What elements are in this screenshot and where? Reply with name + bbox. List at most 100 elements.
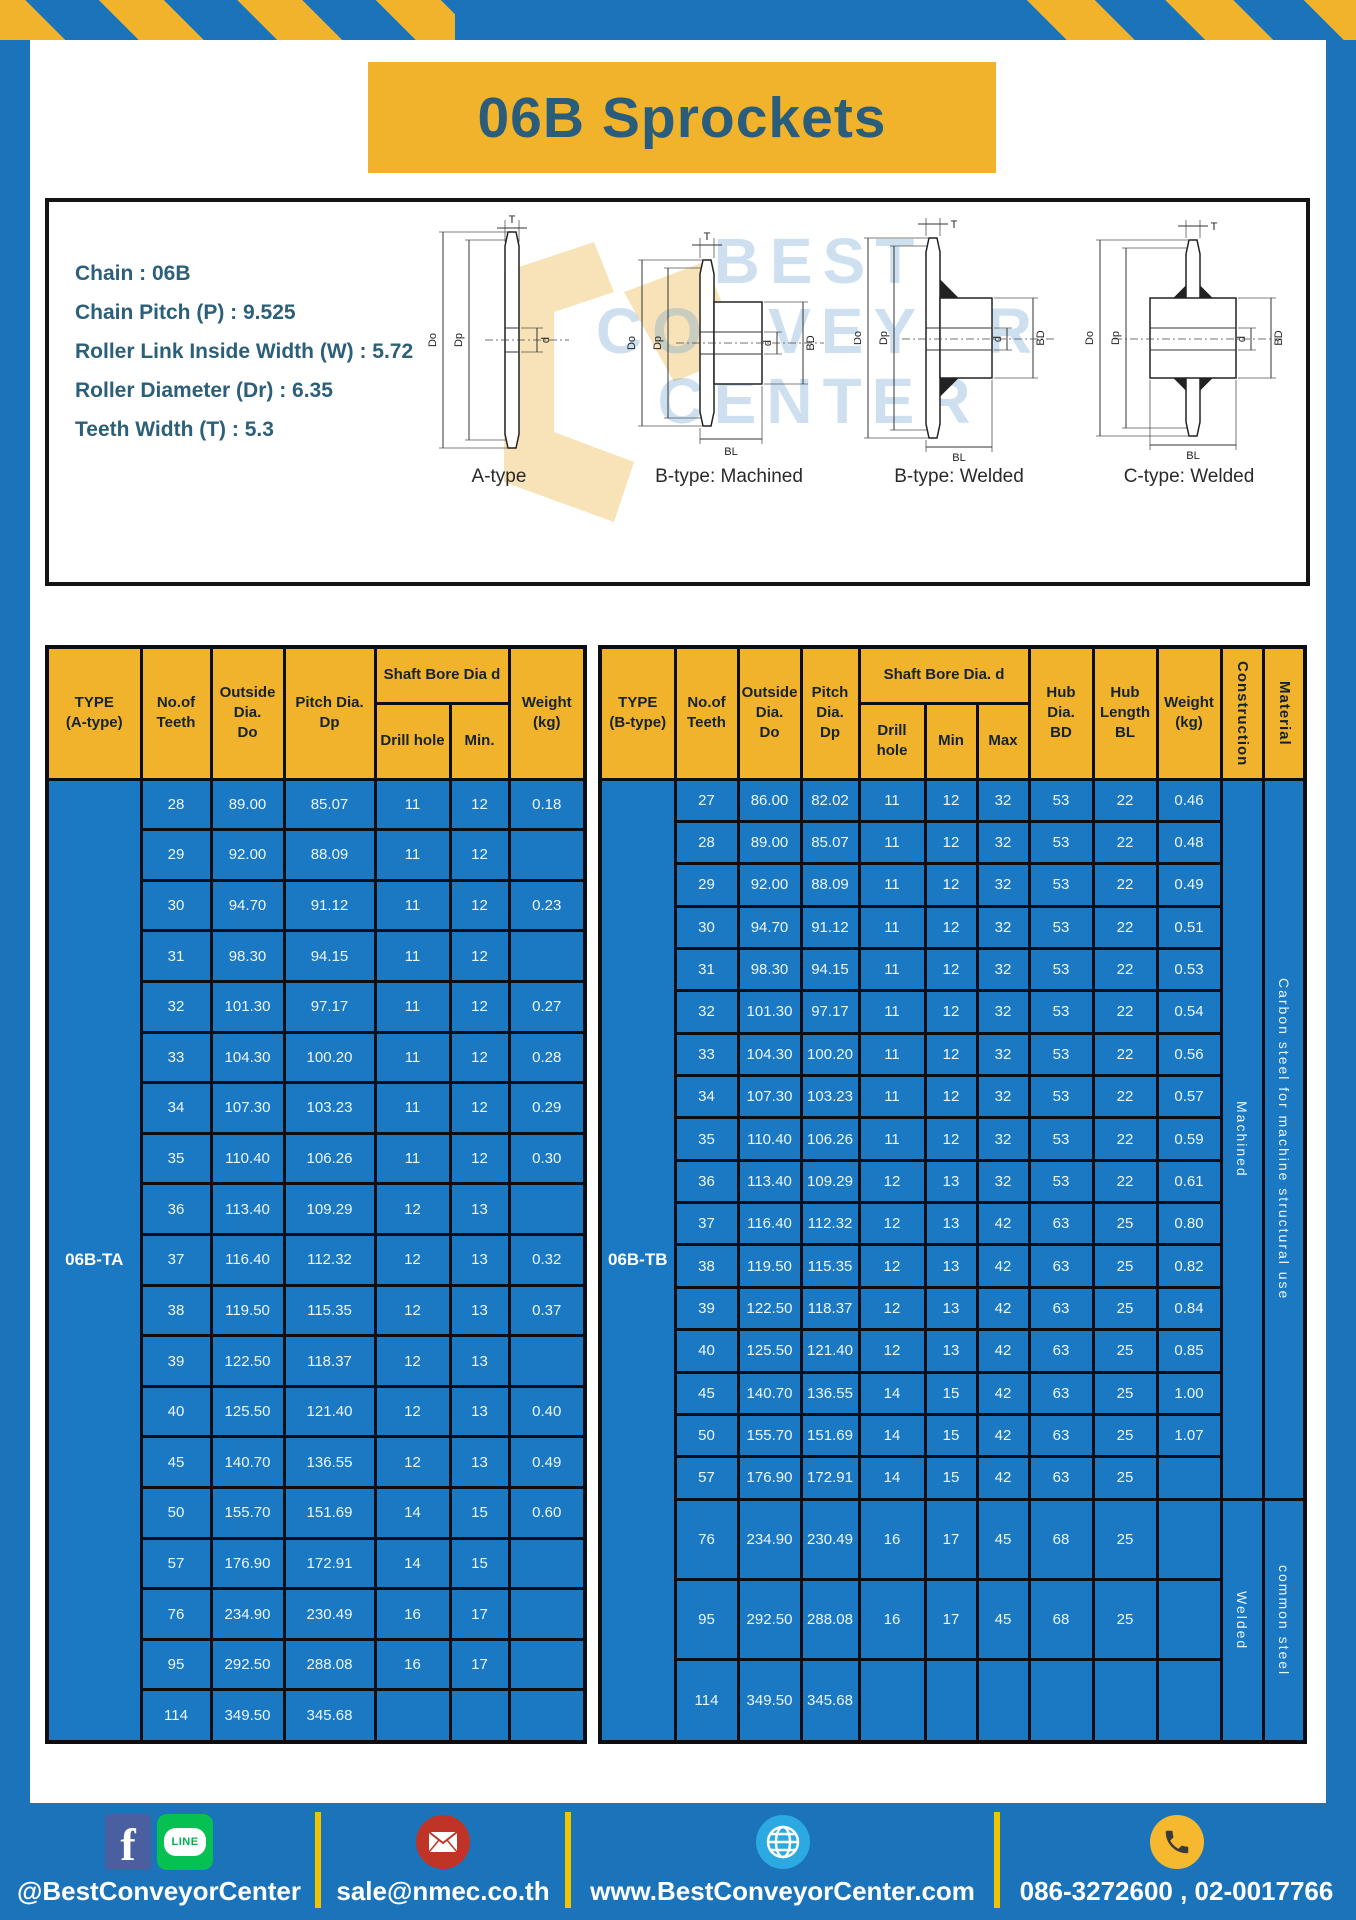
- table-cell: 11: [373, 929, 452, 983]
- footer-divider: [315, 1812, 321, 1908]
- table-cell: 25: [1091, 1243, 1159, 1289]
- table-cell: 98.30: [209, 929, 286, 983]
- diagram-caption: B-type: Welded: [894, 466, 1024, 487]
- table-cell: 14: [857, 1455, 927, 1501]
- table-cell: 76: [139, 1587, 213, 1641]
- svg-text:BL: BL: [724, 446, 737, 458]
- table-cell: 116.40: [209, 1232, 286, 1287]
- table-cell: 151.69: [282, 1486, 377, 1540]
- table-row: 38 119.50 115.35 12 13 0.37: [47, 1283, 587, 1338]
- spec-teeth-width: Teeth Width (T) : 5.3: [75, 418, 274, 441]
- svg-text:d: d: [1236, 336, 1248, 342]
- col-header-drill-hole: Drill hole: [373, 701, 452, 781]
- spec-info-box: BEST CONVEYOR CENTER Chain : 06B Chain P…: [45, 198, 1310, 586]
- table-cell: 88.09: [282, 828, 377, 882]
- table-cell: 113.40: [736, 1158, 803, 1205]
- table-cell: 136.55: [282, 1435, 377, 1490]
- table-cell: 37: [139, 1232, 213, 1287]
- col-header-shaft-bore: Shaft Bore Dia d: [373, 645, 511, 705]
- svg-text:Do: Do: [1084, 331, 1096, 345]
- table-cell: 104.30: [209, 1030, 286, 1085]
- table-cell: 234.90: [209, 1587, 286, 1641]
- table-cell: 32: [975, 989, 1031, 1035]
- table-cell: 25: [1091, 1370, 1159, 1416]
- construction-value: Machined: [1219, 777, 1265, 1501]
- table-row: 37 116.40 112.32 12 13 42 63 25 0.80: [600, 1201, 1305, 1247]
- table-cell: 53: [1027, 946, 1095, 993]
- table-cell: 32: [975, 1074, 1031, 1120]
- table-cell: 11: [857, 1116, 927, 1162]
- svg-text:T: T: [509, 214, 516, 226]
- table-cell: 37: [673, 1201, 740, 1247]
- table-cell: 45: [139, 1435, 213, 1490]
- table-cell: 12: [923, 777, 979, 823]
- table-cell: 86.00: [736, 777, 803, 823]
- table-cell: 107.30: [209, 1081, 286, 1135]
- table-cell: [1091, 1658, 1159, 1744]
- table-cell: 0.27: [507, 979, 587, 1034]
- b-type-machined-drawing: T Do Dp d BD: [626, 231, 824, 458]
- table-cell: [507, 1587, 587, 1641]
- table-cell: 176.90: [736, 1455, 803, 1501]
- table-cell: 100.20: [282, 1030, 377, 1085]
- col-header-outside-dia: Outside Dia. Do: [736, 645, 803, 781]
- table-cell: 53: [1027, 819, 1095, 866]
- table-cell: 12: [923, 1116, 979, 1162]
- table-cell: 53: [1027, 1116, 1095, 1162]
- svg-text:BD: BD: [805, 335, 817, 350]
- table-cell: 12: [448, 828, 511, 882]
- table-cell: 30: [673, 904, 740, 950]
- table-row: 29 92.00 88.09 11 12: [47, 828, 587, 882]
- col-header-shaft-bore: Shaft Bore Dia. d: [857, 645, 1031, 705]
- table-cell: 0.18: [507, 777, 587, 832]
- table-cell: 0.30: [507, 1131, 587, 1186]
- table-cell: 12: [923, 862, 979, 908]
- material-value: common steel: [1261, 1497, 1307, 1744]
- table-cell: 12: [373, 1283, 452, 1338]
- diagram-b-type-machined: T Do Dp d BD: [614, 212, 844, 502]
- phone-numbers: 086-3272600 , 02-0017766: [1019, 1876, 1334, 1906]
- table-cell: 40: [139, 1384, 213, 1439]
- table-row: 76 234.90 230.49 16 17: [47, 1587, 587, 1641]
- table-cell: 92.00: [209, 828, 286, 882]
- table-cell: 22: [1091, 862, 1159, 908]
- table-cell: 11: [857, 862, 927, 908]
- table-row: 45 140.70 136.55 14 15 42 63 25 1.00: [600, 1370, 1305, 1416]
- table-cell: 11: [373, 878, 452, 933]
- table-a-type: TYPE (A-type) No.of Teeth Outside Dia. D…: [45, 645, 587, 1744]
- table-cell: [507, 929, 587, 983]
- table-cell: 34: [673, 1074, 740, 1120]
- table-cell: 151.69: [799, 1412, 861, 1459]
- table-b-type: TYPE (B-type) No.of Teeth Outside Dia. D…: [598, 645, 1308, 1744]
- table-cell: 106.26: [282, 1131, 377, 1186]
- a-type-table: TYPE (A-type) No.of Teeth Outside Dia. D…: [45, 645, 587, 1744]
- footer-social-section: f LINE @BestConveyorCenter: [0, 1805, 318, 1920]
- table-cell: [507, 1536, 587, 1591]
- table-cell: 53: [1027, 1074, 1095, 1120]
- table-cell: 36: [673, 1158, 740, 1205]
- table-cell: 12: [923, 989, 979, 1035]
- table-cell: 42: [975, 1370, 1031, 1416]
- table-cell: 13: [448, 1435, 511, 1490]
- diagram-caption: C-type: Welded: [1123, 466, 1255, 487]
- table-cell: 349.50: [736, 1658, 803, 1744]
- table-cell: 33: [673, 1031, 740, 1078]
- table-row: 76 234.90 230.49 16 17 45 68 25 Welded common ste…: [600, 1497, 1307, 1744]
- table-row: 32 101.30 97.17 11 12 32 53 22 0.54: [600, 989, 1305, 1035]
- table-cell: 11: [373, 828, 452, 882]
- table-row: 114 349.50 345.68: [600, 1658, 1305, 1744]
- table-cell: 107.30: [736, 1074, 803, 1120]
- table-cell: 89.00: [209, 777, 286, 832]
- footer-divider: [994, 1812, 1000, 1908]
- svg-text:T: T: [951, 219, 958, 231]
- table-cell: 11: [373, 777, 452, 832]
- table-cell: 40: [673, 1328, 740, 1374]
- col-header-pitch-dia: Pitch Dia. Dp: [799, 645, 861, 781]
- table-row: 40 125.50 121.40 12 13 0.40: [47, 1384, 587, 1439]
- table-cell: 13: [923, 1158, 979, 1205]
- table-cell: 63: [1027, 1328, 1095, 1374]
- table-cell: 17: [923, 1497, 979, 1581]
- table-cell: 91.12: [282, 878, 377, 933]
- col-header-hub-dia: Hub Dia. BD: [1027, 645, 1095, 781]
- table-row: 06B-TB 27 86.00 82.02 11 12 32 53 22 0.46 Machined…: [598, 777, 1307, 1744]
